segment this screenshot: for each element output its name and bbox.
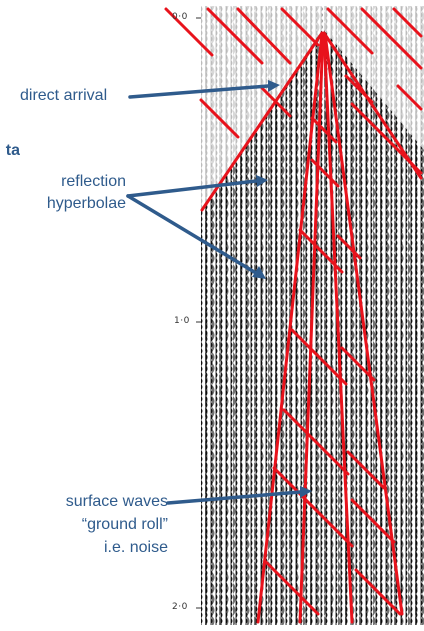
- hatch-line: [310, 158, 340, 188]
- hatch-line: [360, 7, 423, 70]
- hatch-line: [272, 466, 354, 548]
- direct-arrival-arrowhead: [268, 80, 280, 92]
- surface-waves-arrow: [166, 490, 302, 505]
- hatch-line: [340, 346, 376, 382]
- reflection-arrow-lower: [126, 194, 258, 275]
- direct-arrival-left-line: [200, 31, 324, 212]
- hatch-line: [290, 328, 348, 386]
- time-axis: [196, 17, 201, 609]
- reflection-label-line1: reflection: [61, 173, 126, 190]
- hatch-line: [346, 450, 386, 490]
- red-overlay: [164, 7, 423, 624]
- direct-arrival-arrow: [128, 84, 270, 99]
- surface-waves-label-line2: “ground roll”: [81, 516, 168, 533]
- hatch-line: [164, 7, 214, 57]
- ground-roll-outer-left-line: [256, 32, 324, 624]
- ground-roll-inner-left-line: [298, 32, 325, 624]
- time-tick-2: 2·0: [172, 602, 188, 612]
- reflection-arrowhead-upper: [256, 175, 268, 187]
- hatch-line: [206, 7, 264, 65]
- surface-waves-label-line3: i.e. noise: [103, 539, 168, 556]
- hatch-line: [236, 7, 292, 65]
- hatch-line: [264, 560, 320, 616]
- hatch-line: [280, 7, 320, 47]
- ground-roll-outer-right-line: [323, 32, 404, 616]
- hatch-line: [282, 408, 350, 476]
- direct-arrival-label: direct arrival: [20, 87, 108, 104]
- hatch-line: [350, 498, 396, 544]
- hatch-line: [396, 84, 423, 111]
- reflection-arrow-upper: [126, 179, 258, 198]
- time-tick-0: 0·0: [172, 12, 188, 22]
- hatch-line: [326, 7, 374, 55]
- hatch-line: [354, 568, 402, 616]
- cut-off-heading-fragment: ta: [5, 142, 20, 159]
- surface-waves-arrowhead: [300, 486, 312, 498]
- hatch-line: [298, 228, 344, 274]
- reflection-label-line2: hyperbolae: [46, 195, 126, 212]
- time-tick-1: 1·0: [174, 316, 190, 326]
- hatch-line: [392, 7, 423, 38]
- hatch-line: [310, 116, 338, 144]
- annotation-arrows: [126, 80, 312, 505]
- direct-arrival-right-line: [322, 31, 423, 180]
- hatch-line: [199, 98, 240, 139]
- surface-waves-label-line1: surface waves: [65, 493, 168, 510]
- hatch-line: [336, 234, 362, 260]
- ground-roll-inner-right-line: [322, 32, 354, 624]
- reflection-arrowhead-lower: [252, 266, 266, 279]
